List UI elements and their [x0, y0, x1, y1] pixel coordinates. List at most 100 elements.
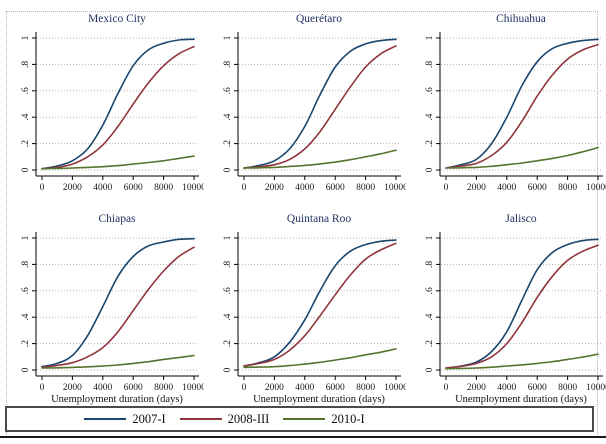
- svg-text:.8: .8: [21, 61, 31, 68]
- svg-text:0: 0: [242, 383, 247, 393]
- svg-text:2000: 2000: [63, 383, 82, 393]
- svg-text:6000: 6000: [528, 383, 547, 393]
- svg-text:0: 0: [21, 367, 31, 372]
- svg-text:8000: 8000: [356, 183, 375, 193]
- svg-text:4000: 4000: [93, 183, 112, 193]
- panel-queretaro: Querétaro 0 .2 .4 .6 .8 1 0 2000 4000 6000 8000 100…: [210, 12, 406, 207]
- svg-text:2000: 2000: [265, 183, 284, 193]
- panel-title: Mexico City: [88, 13, 146, 25]
- svg-text:8000: 8000: [356, 383, 375, 393]
- svg-text:6000: 6000: [326, 383, 345, 393]
- x-axis-title: Unemployment duration (days): [253, 394, 385, 405]
- panel-chiapas: Chiapas 0 .2 .4 .6 .8 1 0 2000 4000 6000 8000 10000…: [8, 212, 204, 407]
- legend-line-swatch: [283, 418, 326, 420]
- svg-text:2000: 2000: [467, 183, 486, 193]
- svg-text:10000: 10000: [182, 383, 204, 393]
- bottom-border-line: [0, 436, 606, 438]
- panel-chihuahua: Chihuahua 0 .2 .4 .6 .8 1 0 2000 4000 6000 8000 100…: [412, 12, 606, 207]
- svg-text:4000: 4000: [295, 383, 314, 393]
- svg-text:.8: .8: [21, 261, 31, 268]
- svg-text:6000: 6000: [528, 183, 547, 193]
- svg-text:.6: .6: [223, 287, 233, 294]
- svg-text:.6: .6: [21, 287, 31, 294]
- svg-text:1: 1: [425, 235, 435, 240]
- svg-text:1: 1: [425, 35, 435, 40]
- svg-text:.2: .2: [21, 140, 31, 147]
- line-chart-chiapas: 0 .2 .4 .6 .8 1 0 2000 4000 6000 8000 10000: [21, 232, 204, 393]
- svg-text:2000: 2000: [63, 183, 82, 193]
- svg-text:8000: 8000: [558, 383, 577, 393]
- svg-text:10000: 10000: [182, 183, 204, 193]
- svg-text:6000: 6000: [124, 383, 143, 393]
- svg-text:.8: .8: [223, 61, 233, 68]
- svg-text:2000: 2000: [265, 383, 284, 393]
- svg-text:10000: 10000: [586, 183, 606, 193]
- svg-text:4000: 4000: [295, 183, 314, 193]
- svg-text:.4: .4: [425, 113, 435, 120]
- svg-text:10000: 10000: [384, 383, 406, 393]
- panel-title: Querétaro: [296, 13, 342, 25]
- legend-box: 2007-I 2008-III 2010-I: [5, 406, 594, 432]
- panel-title: Jalisco: [505, 213, 537, 225]
- svg-text:.4: .4: [425, 313, 435, 320]
- svg-text:1: 1: [21, 235, 31, 240]
- panel-title: Chihuahua: [496, 13, 546, 25]
- svg-text:0: 0: [40, 183, 45, 193]
- x-axis-title: Unemployment duration (days): [51, 394, 183, 405]
- panel-title: Quintana Roo: [286, 213, 352, 225]
- panel-title: Chiapas: [98, 213, 136, 225]
- panel-mexico-city: Mexico City 0 .2 .4 .6 .8 1 0 2000 4000 6000 8000 1…: [8, 12, 204, 207]
- svg-text:0: 0: [40, 383, 45, 393]
- panel-row-top: Mexico City 0 .2 .4 .6 .8 1 0 2000 4000 6000 8000 1…: [8, 12, 606, 207]
- x-axis-title: [412, 194, 606, 207]
- panel-quintana-roo: Quintana Roo 0 .2 .4 .6 .8 1 0 2000 4000 6000 8000…: [210, 212, 406, 407]
- svg-text:2000: 2000: [467, 383, 486, 393]
- svg-text:.6: .6: [425, 287, 435, 294]
- panel-row-bottom: Chiapas 0.2.4.6.8 1 0 2000 4000 6000 8000 10000…: [8, 212, 606, 407]
- svg-text:4000: 4000: [93, 383, 112, 393]
- svg-text:8000: 8000: [154, 183, 173, 193]
- legend-line-swatch: [84, 418, 127, 420]
- svg-text:4000: 4000: [497, 183, 516, 193]
- line-chart-chihuahua: 0 .2 .4 .6 .8 1 0 2000 4000 6000 8000 10000: [425, 32, 606, 193]
- line-chart-jalisco: 0 .2 .4 .6 .8 1 0 2000 4000 6000 8000 10000: [425, 232, 606, 393]
- svg-text:10000: 10000: [384, 183, 406, 193]
- svg-text:8000: 8000: [558, 183, 577, 193]
- x-axis-title: Unemployment duration (days): [455, 394, 587, 405]
- line-chart-queretaro: 0 .2 .4 .6 .8 1 0 2000 4000 6000 8000 10000: [223, 32, 406, 193]
- svg-text:10000: 10000: [586, 383, 606, 393]
- svg-text:6000: 6000: [326, 183, 345, 193]
- svg-text:.4: .4: [21, 313, 31, 320]
- legend-item-2007: 2007-I: [84, 412, 166, 427]
- svg-text:.8: .8: [223, 261, 233, 268]
- svg-text:0: 0: [444, 383, 449, 393]
- svg-text:1: 1: [223, 35, 233, 40]
- legend-label: 2010-I: [331, 411, 365, 426]
- svg-text:.2: .2: [21, 340, 31, 347]
- svg-text:0: 0: [223, 367, 233, 372]
- svg-text:.2: .2: [425, 140, 435, 147]
- legend-item-2008: 2008-III: [179, 412, 269, 427]
- svg-text:.6: .6: [223, 87, 233, 94]
- legend-line-swatch: [179, 418, 222, 420]
- svg-text:0: 0: [425, 367, 435, 372]
- legend-item-2010: 2010-I: [283, 411, 365, 427]
- svg-text:8000: 8000: [154, 383, 173, 393]
- svg-text:.2: .2: [223, 340, 233, 347]
- svg-text:0: 0: [444, 183, 449, 193]
- svg-text:.4: .4: [223, 313, 233, 320]
- line-chart-mexico-city: 0 .2 .4 .6 .8 1 0 2000 4000 6000 8000 10000: [21, 32, 204, 193]
- svg-text:0: 0: [242, 183, 247, 193]
- line-chart-quintana-roo: 0 .2 .4 .6 .8 1 0 2000 4000 6000 8000 10000: [223, 232, 406, 393]
- x-axis-title: [210, 194, 406, 207]
- svg-text:.6: .6: [21, 87, 31, 94]
- x-axis-title: [8, 194, 204, 207]
- svg-text:0: 0: [223, 167, 233, 172]
- svg-text:.2: .2: [425, 340, 435, 347]
- svg-text:4000: 4000: [497, 383, 516, 393]
- svg-text:6000: 6000: [124, 183, 143, 193]
- svg-text:.6: .6: [425, 87, 435, 94]
- svg-text:.2: .2: [223, 140, 233, 147]
- svg-text:.4: .4: [21, 113, 31, 120]
